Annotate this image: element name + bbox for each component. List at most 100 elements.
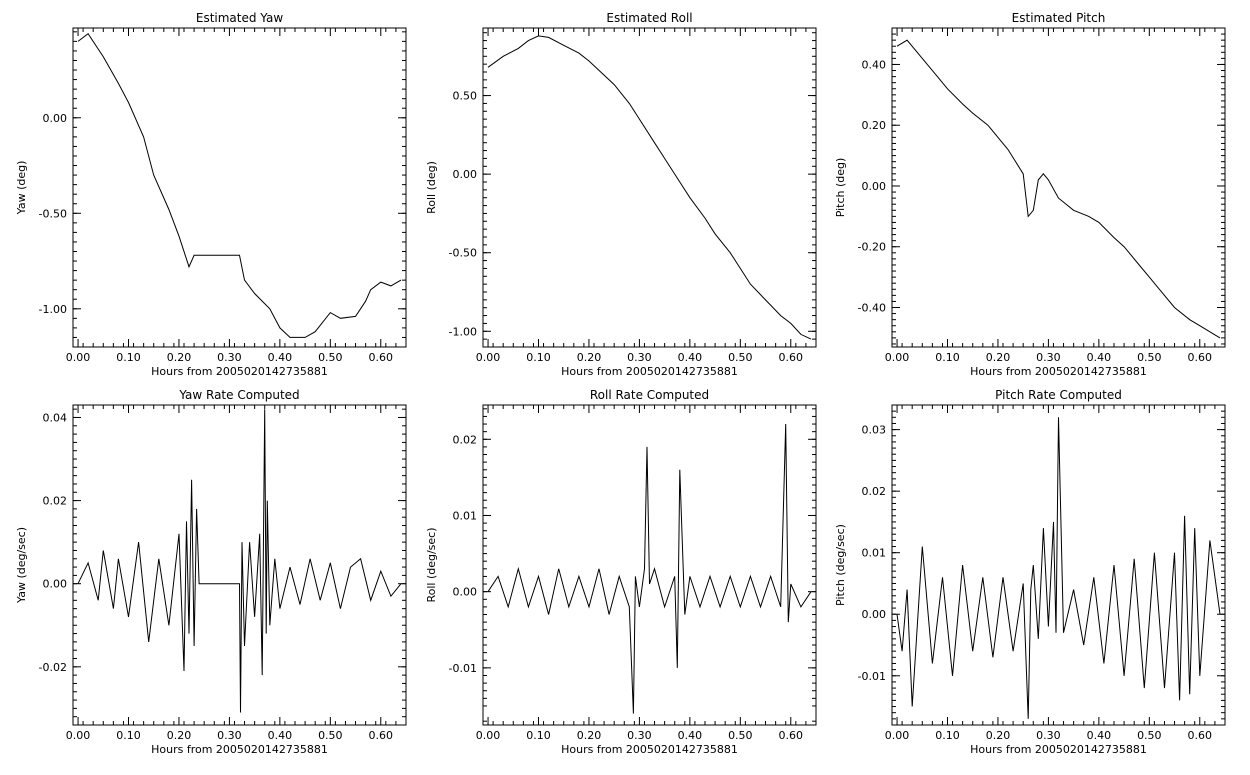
series-line [77,409,402,713]
x-tick-label: 0.10 [935,351,960,364]
y-tick-label: 0.20 [862,119,887,132]
x-tick-label: 0.30 [1036,351,1061,364]
y-axis-label: Roll (deg) [425,161,438,214]
x-tick-label: 0.10 [116,351,141,364]
y-tick-label: 0.04 [43,411,68,424]
y-tick-label: 0.40 [862,58,887,71]
y-tick-label: -0.02 [39,661,67,674]
plot-frame [891,27,1226,348]
chart-panel-4: Yaw Rate Computed Hours from 200502014273… [15,388,407,756]
y-tick-label: -0.01 [449,662,477,675]
y-tick-label: -0.50 [39,207,67,220]
x-tick-label: 0.40 [678,351,703,364]
y-tick-label: -0.40 [858,302,886,315]
y-tick-label: -0.20 [858,241,886,254]
x-tick-label: 0.30 [1036,729,1061,742]
x-tick-label: 0.40 [1087,351,1112,364]
y-tick-label: -0.01 [858,670,886,683]
y-axis-label: Pitch (deg) [834,158,847,218]
x-tick-label: 0.40 [1087,729,1112,742]
x-tick-label: 0.40 [678,729,703,742]
x-tick-label: 0.60 [779,351,804,364]
chart-title: Pitch Rate Computed [995,388,1122,402]
plot-frame [482,27,817,348]
y-tick-label: 0.00 [43,578,68,591]
x-tick-label: 0.20 [167,351,192,364]
x-axis-label: Hours from 2005020142735881 [561,743,738,756]
plot-frame [72,404,407,726]
x-tick-label: 0.40 [268,351,293,364]
x-tick-label: 0.60 [1188,351,1213,364]
x-tick-label: 0.00 [885,351,910,364]
x-tick-label: 0.60 [369,729,394,742]
x-tick-label: 0.10 [526,351,551,364]
x-axis-label: Hours from 2005020142735881 [970,365,1147,378]
plot-frame [72,27,407,348]
chart-panel-2: Estimated Roll Hours from 200502014273588… [425,11,817,378]
x-tick-label: 0.10 [935,729,960,742]
x-tick-label: 0.30 [627,351,652,364]
x-tick-label: 0.20 [577,729,602,742]
y-tick-label: -1.00 [39,303,67,316]
x-tick-label: 0.30 [217,351,242,364]
y-axis-label: Yaw (deg/sec) [15,527,28,604]
y-tick-label: 0.00 [862,608,887,621]
y-tick-label: -1.00 [449,325,477,338]
x-tick-label: 0.00 [885,729,910,742]
x-tick-label: 0.50 [728,729,753,742]
chart-title: Estimated Yaw [196,11,283,25]
y-tick-label: 0.01 [862,547,887,560]
y-tick-label: 0.01 [453,509,478,522]
series-line [487,35,812,340]
chart-panel-6: Pitch Rate Computed Hours from 2005020142… [834,388,1226,756]
x-tick-label: 0.20 [986,729,1011,742]
x-tick-label: 0.00 [66,351,91,364]
y-axis-label: Roll (deg/sec) [425,527,438,602]
x-tick-label: 0.10 [526,729,551,742]
y-tick-label: 0.02 [43,495,68,508]
x-tick-label: 0.50 [1137,729,1162,742]
x-tick-label: 0.10 [116,729,141,742]
x-axis-label: Hours from 2005020142735881 [151,743,328,756]
y-tick-label: 0.02 [862,485,887,498]
x-tick-label: 0.00 [66,729,91,742]
series-line [487,423,812,714]
x-axis-label: Hours from 2005020142735881 [151,365,328,378]
series-line [896,39,1221,339]
x-tick-label: 0.60 [369,351,394,364]
series-line [896,417,1221,719]
x-tick-label: 0.30 [217,729,242,742]
y-axis-label: Pitch (deg/sec) [834,524,847,606]
y-tick-label: 0.00 [453,168,478,181]
x-tick-label: 0.00 [476,351,501,364]
y-tick-label: 0.50 [453,90,478,103]
x-tick-label: 0.60 [779,729,804,742]
x-tick-label: 0.40 [268,729,293,742]
x-tick-label: 0.50 [728,351,753,364]
x-tick-label: 0.50 [318,351,343,364]
chart-title: Yaw Rate Computed [178,388,299,402]
x-tick-label: 0.30 [627,729,652,742]
x-tick-label: 0.20 [167,729,192,742]
plot-frame [482,404,817,726]
y-axis-label: Yaw (deg) [15,161,28,216]
y-tick-label: 0.02 [453,433,478,446]
chart-title: Estimated Roll [606,11,692,25]
series-line [77,32,402,338]
x-tick-label: 0.20 [577,351,602,364]
y-tick-label: 0.00 [43,112,68,125]
chart-panel-3: Estimated Pitch Hours from 20050201427358… [834,11,1226,378]
x-tick-label: 0.60 [1188,729,1213,742]
y-tick-label: 0.00 [453,586,478,599]
x-tick-label: 0.00 [476,729,501,742]
x-tick-label: 0.50 [318,729,343,742]
x-tick-label: 0.20 [986,351,1011,364]
x-tick-label: 0.50 [1137,351,1162,364]
y-tick-label: 0.03 [862,424,887,437]
chart-panel-1: Estimated Yaw Hours from 2005020142735881… [15,11,407,378]
x-axis-label: Hours from 2005020142735881 [561,365,738,378]
x-axis-label: Hours from 2005020142735881 [970,743,1147,756]
chart-title: Roll Rate Computed [590,388,709,402]
chart-title: Estimated Pitch [1012,11,1106,25]
